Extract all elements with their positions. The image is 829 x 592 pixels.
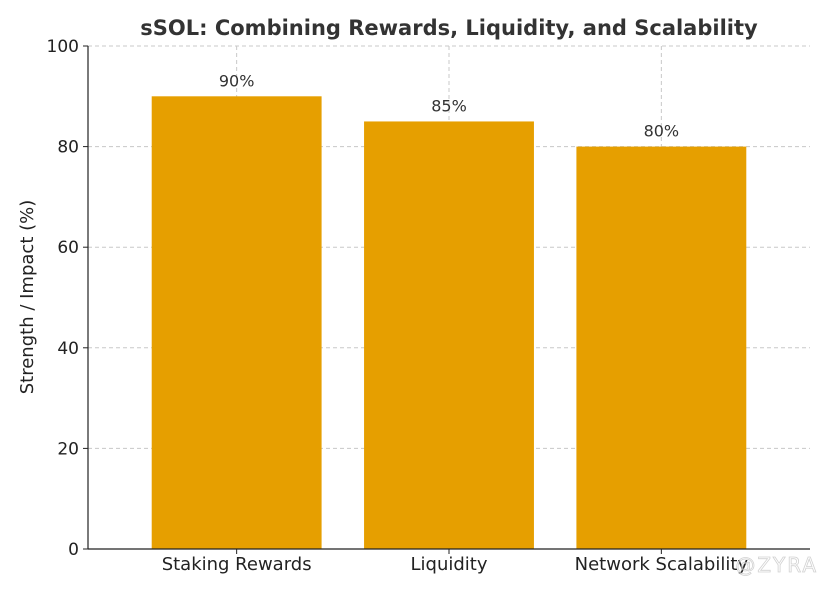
bar-network-scalability	[576, 146, 747, 549]
x-tick-label: Network Scalability	[575, 554, 749, 575]
y-tick-label: 100	[47, 37, 79, 57]
y-tick-label: 20	[57, 439, 79, 459]
bar-staking-rewards	[151, 96, 322, 550]
y-tick-label: 60	[57, 238, 79, 258]
value-labels: 90% 85% 80%	[219, 71, 679, 140]
y-axis-ticks: 0 20 40 60 80 100	[47, 37, 88, 560]
value-label: 85%	[431, 96, 467, 115]
x-tick-label: Staking Rewards	[162, 554, 312, 575]
x-axis-ticks: Staking Rewards Liquidity Network Scalabil…	[162, 549, 749, 575]
bars	[151, 96, 747, 550]
y-tick-label: 80	[57, 138, 79, 158]
value-label: 80%	[644, 122, 680, 141]
y-tick-label: 40	[57, 339, 79, 359]
chart-title: sSOL: Combining Rewards, Liquidity, and …	[140, 16, 758, 40]
watermark-logo: @ZYRA	[735, 553, 818, 577]
y-tick-label: 0	[68, 540, 79, 560]
y-axis-label: Strength / Impact (%)	[17, 200, 38, 395]
bar-liquidity	[364, 121, 534, 549]
x-tick-label: Liquidity	[410, 554, 487, 575]
value-label: 90%	[219, 71, 255, 90]
